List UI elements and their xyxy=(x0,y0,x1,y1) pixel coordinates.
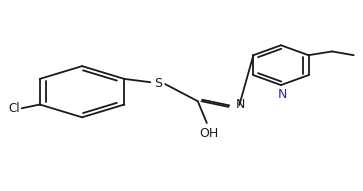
Text: S: S xyxy=(154,77,162,90)
Text: OH: OH xyxy=(199,127,218,140)
Text: N: N xyxy=(278,88,287,101)
Text: Cl: Cl xyxy=(8,102,20,115)
Text: N: N xyxy=(236,99,245,112)
